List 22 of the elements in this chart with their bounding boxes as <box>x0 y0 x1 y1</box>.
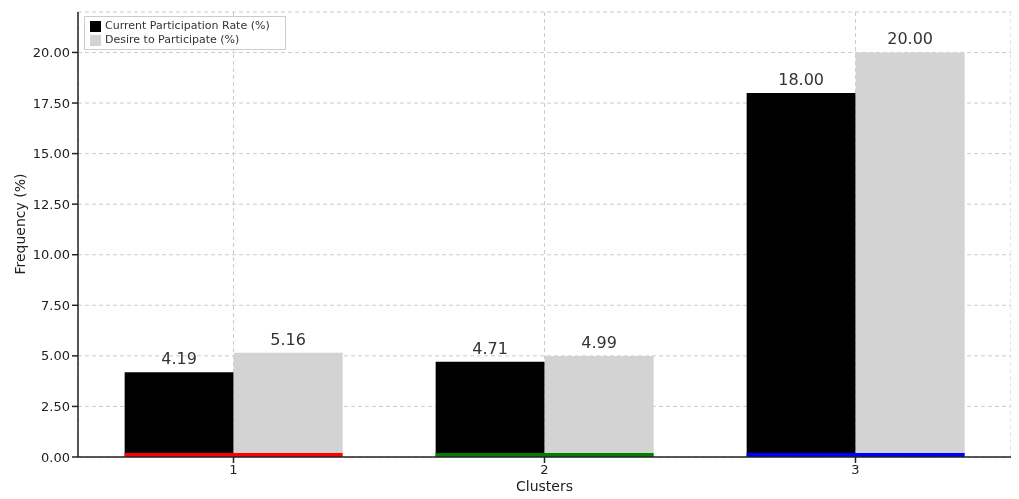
y-tick-label: 10.00 <box>32 247 70 263</box>
x-tick-label: 3 <box>851 462 860 478</box>
data-label: 20.00 <box>887 29 934 49</box>
legend-label: Desire to Participate (%) <box>105 33 240 46</box>
x-axis-title: Clusters <box>516 478 573 494</box>
data-label: 18.00 <box>778 69 825 89</box>
x-tick-label: 2 <box>540 462 549 478</box>
y-tick-label: 12.50 <box>32 196 70 212</box>
data-label: 5.16 <box>270 329 306 349</box>
y-tick-label: 2.50 <box>41 399 70 415</box>
data-label: 4.19 <box>161 349 197 369</box>
data-label: 4.71 <box>472 338 508 358</box>
data-label: 4.99 <box>581 333 617 353</box>
y-tick-label: 15.00 <box>32 146 70 162</box>
x-tick-label: 1 <box>229 462 238 478</box>
y-tick-label: 0.00 <box>41 449 70 465</box>
legend-label: Current Participation Rate (%) <box>105 19 270 32</box>
y-tick-label: 20.00 <box>32 45 70 61</box>
y-tick-label: 17.50 <box>32 95 70 111</box>
y-tick-label: 5.00 <box>41 348 70 364</box>
y-axis-title: Frequency (%) <box>11 173 28 275</box>
y-tick-label: 7.50 <box>41 297 70 313</box>
